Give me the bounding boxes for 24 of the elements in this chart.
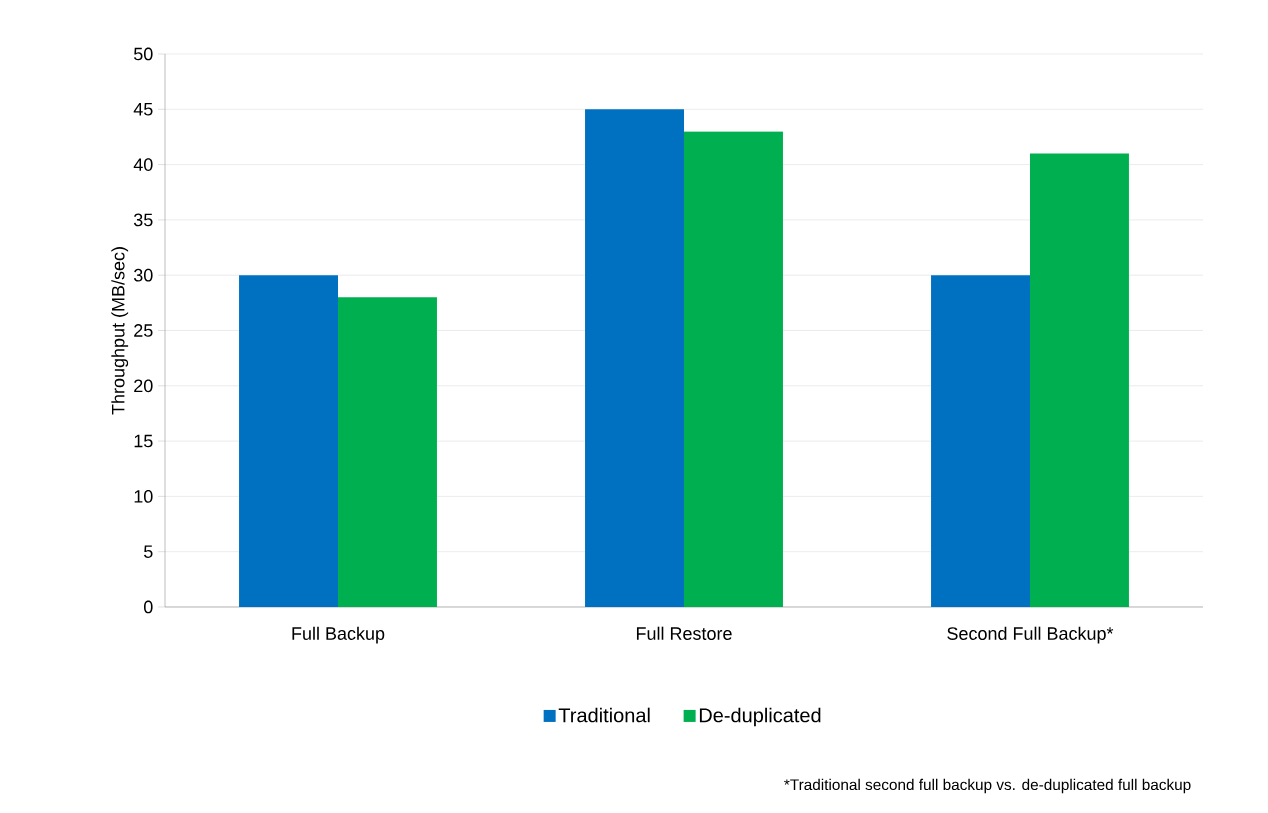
y-tick-label: 15 [134,434,153,448]
bar [338,297,437,607]
y-axis-title: Throughput (MB/sec) [111,247,129,415]
x-tick-label: Second Full Backup* [947,626,1114,644]
y-tick-label: 0 [144,600,153,614]
y-tick-label: 30 [133,268,153,282]
y-tick-label: 45 [133,103,153,116]
y-tick-label: 35 [133,213,153,227]
bar [931,275,1030,607]
y-tick-label: 20 [134,379,153,393]
y-tick-label: 5 [144,545,153,558]
bar [684,131,783,607]
bar [585,109,684,607]
text: *Traditional second full backup vs. de-duplicated full backup [784,778,1191,794]
x-tick-label: Full Restore [636,626,732,640]
x-tick-label: Full Backup [292,626,385,644]
y-tick-label: 40 [133,158,153,171]
y-tick-label: 50 [133,47,153,61]
y-tick-label: 25 [134,324,153,337]
y-tick-label: 10 [134,490,153,503]
bar [1030,153,1129,607]
legend-label: Traditional [558,707,650,723]
bar [239,275,339,607]
legend-label: De-duplicated [699,707,821,727]
